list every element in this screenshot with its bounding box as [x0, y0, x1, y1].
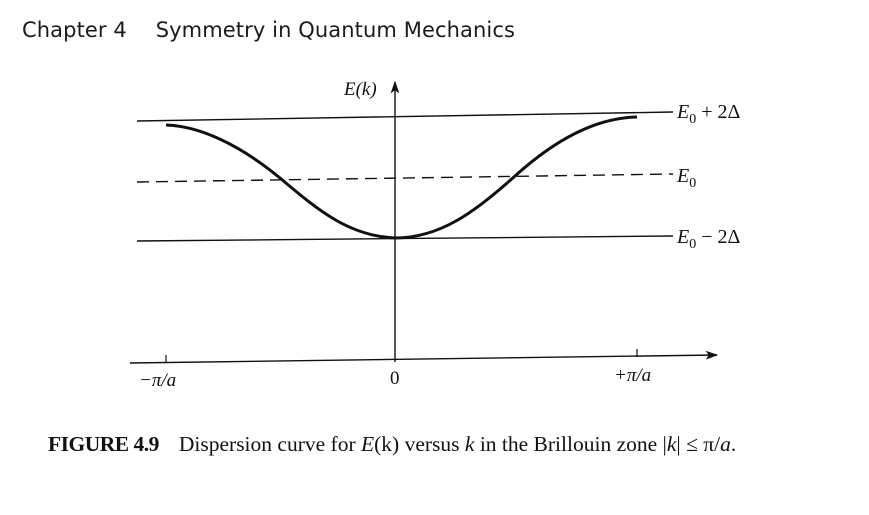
x-tick-label-neg: −π/a — [139, 370, 176, 391]
x-tick-label-pos: +π/a — [614, 365, 651, 386]
level-line-middle-dashed — [136, 173, 674, 183]
x-tick-label-zero: 0 — [390, 368, 400, 389]
chapter-title: Symmetry in Quantum Mechanics — [155, 18, 516, 42]
caption-text: in the Brillouin zone | — [474, 432, 667, 456]
caption-math-k: k — [464, 432, 475, 456]
y-axis-label: E(k) — [343, 79, 377, 100]
chapter-number: Chapter 4 — [22, 18, 127, 42]
caption-text: Dispersion curve for — [178, 432, 361, 456]
figure-number: FIGURE 4.9 — [48, 432, 159, 456]
level-label-middle: E0 — [676, 165, 696, 191]
running-header: Chapter 4 Symmetry in Quantum Mechanics — [22, 18, 515, 42]
caption-math-paren: (k) — [374, 432, 400, 456]
dispersion-curve — [165, 115, 638, 240]
caption-text: | ≤ π/ — [676, 432, 721, 456]
level-label-upper: E0 + 2Δ — [676, 101, 740, 127]
caption-text: . — [730, 432, 737, 456]
caption-math-a: a — [720, 432, 731, 456]
caption-text: versus — [399, 432, 465, 456]
level-label-lower: E0 − 2Δ — [676, 226, 740, 252]
level-line-upper — [136, 111, 674, 122]
caption-math-E: E — [360, 432, 375, 456]
caption-math-k: k — [666, 432, 677, 456]
figure-caption: FIGURE 4.9 Dispersion curve for E(k) vers… — [48, 432, 736, 457]
x-axis — [129, 350, 719, 364]
